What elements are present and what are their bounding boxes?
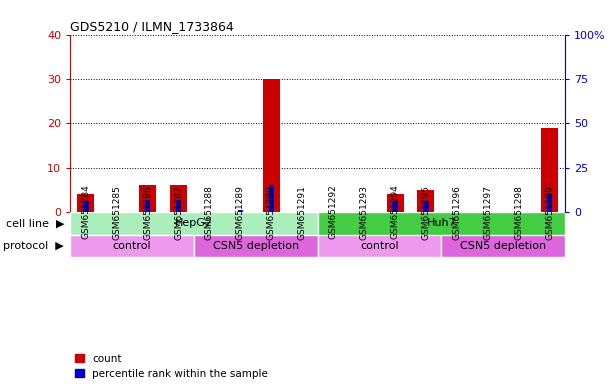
Text: HepG2: HepG2 (175, 218, 213, 228)
Text: GSM651293: GSM651293 (360, 185, 368, 240)
Bar (77, 194, 94, 212)
Text: CSN5 depletion: CSN5 depletion (460, 241, 546, 251)
Text: control: control (360, 241, 399, 251)
Text: GDS5210 / ILMN_1733864: GDS5210 / ILMN_1733864 (70, 20, 234, 33)
Text: GSM651298: GSM651298 (514, 185, 523, 240)
Bar (238, 210, 243, 212)
Text: GSM651286: GSM651286 (143, 185, 152, 240)
Text: Huh7: Huh7 (426, 218, 456, 228)
Bar (318, 235, 442, 257)
Bar (269, 185, 274, 212)
Text: GSM651296: GSM651296 (452, 185, 461, 240)
Text: CSN5 depletion: CSN5 depletion (213, 241, 299, 251)
Bar (145, 200, 150, 212)
Bar (70, 212, 318, 235)
Bar (83, 202, 89, 212)
Bar (263, 79, 280, 212)
Bar (442, 235, 565, 257)
Bar (387, 194, 403, 212)
Text: GSM651290: GSM651290 (267, 185, 276, 240)
Text: protocol  ▶: protocol ▶ (4, 241, 64, 251)
Bar (541, 128, 558, 212)
Text: GSM651287: GSM651287 (174, 185, 183, 240)
Text: control: control (113, 241, 152, 251)
Bar (547, 192, 552, 212)
Text: GSM651284: GSM651284 (81, 185, 90, 240)
Text: GSM651297: GSM651297 (483, 185, 492, 240)
Bar (318, 212, 565, 235)
Text: GSM651285: GSM651285 (112, 185, 121, 240)
Text: GSM651288: GSM651288 (205, 185, 214, 240)
Text: GSM651299: GSM651299 (545, 185, 554, 240)
Text: GSM651289: GSM651289 (236, 185, 245, 240)
Bar (139, 185, 156, 212)
Text: GSM651294: GSM651294 (390, 185, 400, 240)
Bar (423, 202, 429, 212)
Bar (176, 200, 181, 212)
Text: GSM651291: GSM651291 (298, 185, 307, 240)
Bar (194, 235, 318, 257)
Bar (70, 235, 194, 257)
Bar (392, 202, 398, 212)
Text: cell line  ▶: cell line ▶ (5, 218, 64, 228)
Text: GSM651292: GSM651292 (329, 185, 338, 240)
Bar (417, 190, 434, 212)
Text: GSM651295: GSM651295 (422, 185, 431, 240)
Bar (170, 185, 187, 212)
Legend: count, percentile rank within the sample: count, percentile rank within the sample (76, 354, 268, 379)
